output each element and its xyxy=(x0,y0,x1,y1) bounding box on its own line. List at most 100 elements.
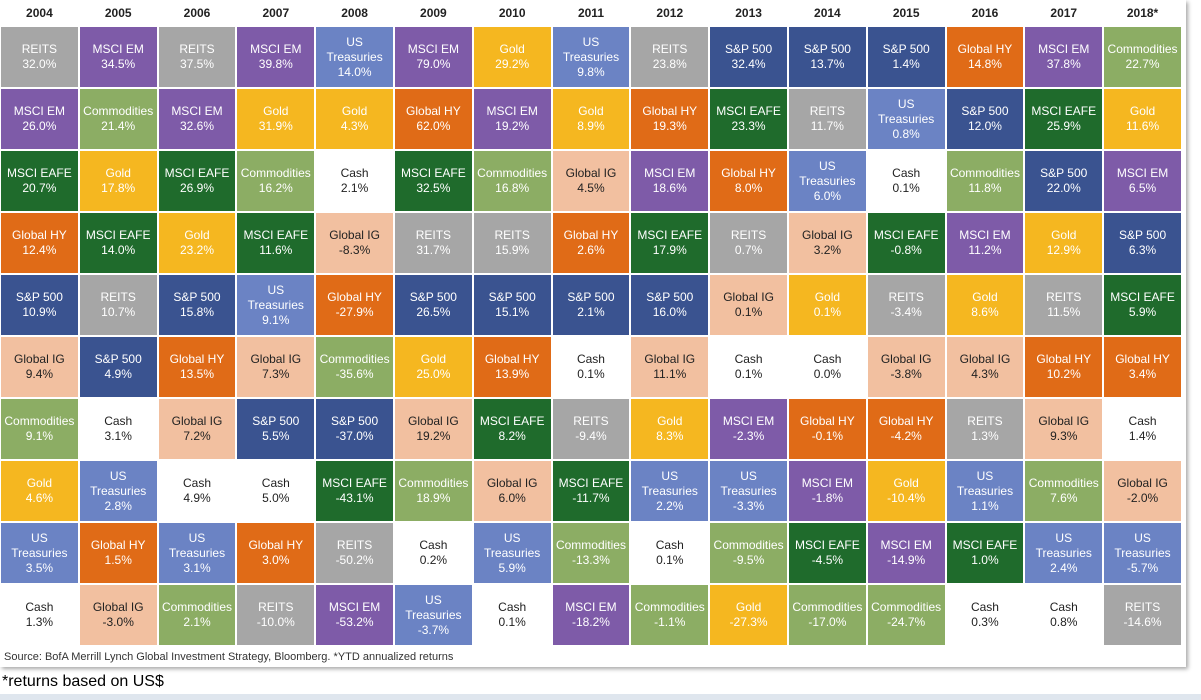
asset-cell: REITS 31.7% xyxy=(393,212,473,274)
asset-return: -3.3% xyxy=(732,498,765,513)
asset-name: Global HY xyxy=(642,104,698,118)
asset-return: 15.9% xyxy=(495,243,530,257)
asset-name: REITS xyxy=(888,290,924,304)
asset-return: -10.0% xyxy=(256,615,295,629)
asset-name: S&P 500 xyxy=(882,42,930,56)
asset-name: Commodities xyxy=(713,538,784,552)
asset-cell: MSCI EM 26.0% xyxy=(0,88,79,150)
asset-name: MSCI EM xyxy=(959,228,1011,242)
asset-cell: MSCI EM 32.6% xyxy=(157,88,237,150)
asset-return: 1.5% xyxy=(104,553,132,567)
asset-name: US Treasuries xyxy=(878,96,935,126)
asset-return: 20.7% xyxy=(22,181,57,195)
asset-return: 2.1% xyxy=(340,181,369,195)
asset-cell: US Treasuries 2.8% xyxy=(78,460,158,522)
asset-name: Global HY xyxy=(484,352,540,366)
asset-name: Global IG xyxy=(880,352,932,366)
asset-name: Gold xyxy=(341,104,368,118)
asset-cell: MSCI EAFE 8.2% xyxy=(472,398,552,460)
asset-name: Commodities xyxy=(319,352,390,366)
asset-cell: MSCI EAFE 5.9% xyxy=(1103,274,1182,336)
asset-name: MSCI EAFE xyxy=(401,166,466,180)
year-header: 2005 xyxy=(104,6,132,20)
asset-return: 3.1% xyxy=(104,429,132,443)
asset-return: 29.2% xyxy=(495,57,530,71)
asset-name: Global HY xyxy=(248,538,304,552)
asset-name: US Treasuries xyxy=(247,282,304,312)
asset-return: 0.8% xyxy=(892,126,920,141)
asset-cell: Global IG -2.0% xyxy=(1103,460,1182,522)
asset-return: -14.9% xyxy=(887,553,926,567)
asset-name: Gold xyxy=(972,290,998,304)
asset-name: S&P 500 xyxy=(646,290,694,304)
asset-return: 19.3% xyxy=(652,119,687,133)
asset-name: Commodities xyxy=(792,600,863,614)
asset-return: 5.0% xyxy=(262,491,290,505)
asset-name: US Treasuries xyxy=(1035,530,1092,560)
asset-cell: Cash 1.4% xyxy=(1103,398,1182,460)
asset-return: 37.8% xyxy=(1046,57,1081,71)
asset-name: Commodities xyxy=(83,104,154,118)
asset-name: MSCI EM xyxy=(92,42,144,56)
asset-name: S&P 500 xyxy=(961,104,1009,118)
asset-name: Global HY xyxy=(327,290,382,304)
asset-return: 7.6% xyxy=(1050,491,1078,505)
asset-name: Global IG xyxy=(959,352,1011,366)
asset-cell: Cash 0.1% xyxy=(866,150,946,212)
asset-name: REITS xyxy=(1124,600,1161,614)
asset-return: 37.5% xyxy=(179,57,214,71)
asset-cell: Cash 4.9% xyxy=(157,460,237,522)
asset-return: -2.0% xyxy=(1126,491,1159,505)
asset-cell: MSCI EM -14.9% xyxy=(866,522,946,584)
asset-return: 6.5% xyxy=(1128,181,1157,195)
asset-cell: Global HY 2.6% xyxy=(551,212,631,274)
asset-cell: REITS 32.0% xyxy=(0,26,79,88)
asset-name: REITS xyxy=(100,290,136,304)
asset-return: 16.8% xyxy=(495,181,530,195)
asset-cell: REITS 15.9% xyxy=(472,212,552,274)
asset-return: -9.4% xyxy=(575,429,607,443)
asset-name: US Treasuries xyxy=(405,592,462,622)
asset-return: 12.0% xyxy=(967,119,1002,133)
asset-name: Commodities xyxy=(555,538,626,552)
asset-name: S&P 500 xyxy=(724,42,773,56)
asset-name: MSCI EM xyxy=(722,414,775,428)
asset-cell: REITS 37.5% xyxy=(157,26,237,88)
year-header: 2011 xyxy=(577,6,604,20)
asset-cell: MSCI EAFE -43.1% xyxy=(315,460,394,522)
asset-return: -11.7% xyxy=(572,491,610,505)
asset-cell: Gold 4.3% xyxy=(315,88,394,150)
asset-return: 79.0% xyxy=(416,57,451,71)
asset-return: 11.2% xyxy=(968,243,1002,257)
asset-return: 21.4% xyxy=(101,119,136,133)
asset-return: 12.4% xyxy=(22,243,57,257)
asset-cell: US Treasuries 2.4% xyxy=(1024,522,1104,584)
asset-name: MSCI EAFE xyxy=(873,228,939,242)
asset-name: MSCI EM xyxy=(1038,42,1090,56)
asset-return: 2.1% xyxy=(183,615,211,629)
asset-return: 10.2% xyxy=(1046,367,1081,381)
asset-return: 26.5% xyxy=(416,305,451,319)
asset-return: -3.4% xyxy=(890,305,922,319)
asset-name: Global HY xyxy=(12,228,67,242)
asset-cell: Global IG 4.5% xyxy=(551,150,631,212)
asset-return: -13.3% xyxy=(571,553,610,567)
asset-name: Commodities xyxy=(477,166,548,180)
asset-name: REITS xyxy=(573,414,609,428)
asset-return: 8.9% xyxy=(577,119,605,133)
asset-cell: Commodities 22.7% xyxy=(1103,26,1182,88)
asset-cell: S&P 500 22.0% xyxy=(1024,150,1104,212)
asset-cell: Global IG 19.2% xyxy=(393,398,473,460)
asset-name: REITS xyxy=(1046,290,1082,304)
asset-return: 0.8% xyxy=(1050,615,1078,629)
asset-return: 17.8% xyxy=(101,181,136,195)
asset-name: Commodities xyxy=(4,414,75,428)
asset-cell: US Treasuries 14.0% xyxy=(315,26,394,88)
asset-return: 6.0% xyxy=(813,188,842,203)
asset-return: -3.0% xyxy=(102,615,134,629)
asset-cell: Gold 8.6% xyxy=(945,274,1025,336)
asset-cell: Gold 29.2% xyxy=(472,26,552,88)
asset-name: Gold xyxy=(263,104,289,118)
asset-return: -9.5% xyxy=(732,553,765,567)
rank-row: S&P 500 10.9% REITS 10.7% S&P 500 15.8% US Trea… xyxy=(0,274,1182,336)
